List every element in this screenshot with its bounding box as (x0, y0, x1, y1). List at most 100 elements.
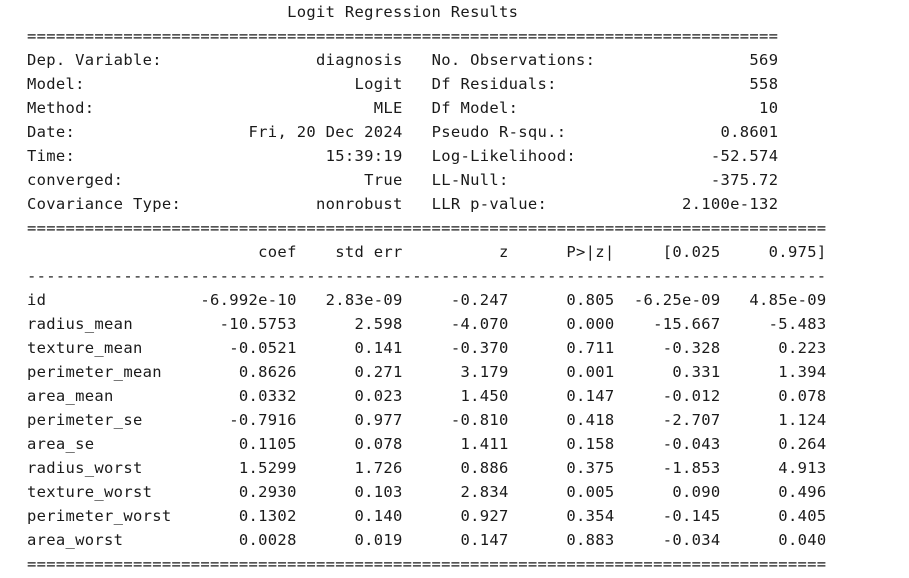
value-cell: 0.883 (508, 531, 615, 549)
summary-left-label: Method: (27, 99, 230, 117)
value-cell: 0.001 (508, 363, 615, 381)
variable-name-cell: area_se (27, 435, 191, 453)
table-row: id -6.992e-10 2.83e-09 -0.247 0.805 -6.2… (27, 288, 909, 312)
value-cell: 0.141 (296, 339, 403, 357)
summary-row: converged: True LL-Null: -375.72 (27, 168, 909, 192)
value-cell: 0.711 (508, 339, 615, 357)
value-cell: 0.405 (720, 507, 827, 525)
summary-row: Method: MLE Df Model: 10 (27, 96, 909, 120)
value-cell: 0.496 (720, 483, 827, 501)
value-cell: -1.853 (614, 459, 721, 477)
value-cell: -5.483 (720, 315, 827, 333)
summary-row: Model: Logit Df Residuals: 558 (27, 72, 909, 96)
value-cell: 4.85e-09 (720, 291, 827, 309)
value-cell: 0.005 (508, 483, 615, 501)
summary-left-label: Date: (27, 123, 230, 141)
variable-name-cell: radius_worst (27, 459, 191, 477)
coef-table-header: coef std err z P>|z| [0.025 0.975] (27, 240, 909, 264)
table-row: radius_worst 1.5299 1.726 0.886 0.375 -1… (27, 456, 909, 480)
value-cell: 2.834 (402, 483, 509, 501)
value-cell: 0.0332 (190, 387, 297, 405)
summary-left-label: Time: (27, 147, 230, 165)
value-cell: 3.179 (402, 363, 509, 381)
summary-right-label: LLR p-value: (431, 195, 634, 213)
value-cell: 0.805 (508, 291, 615, 309)
coef-header-cell: 0.975] (720, 243, 827, 261)
table-row: texture_mean -0.0521 0.141 -0.370 0.711 … (27, 336, 909, 360)
report-title-text: Logit Regression Results (287, 3, 519, 21)
summary-right-value: -375.72 (633, 171, 779, 189)
value-cell: -0.370 (402, 339, 509, 357)
table-row: perimeter_worst 0.1302 0.140 0.927 0.354… (27, 504, 909, 528)
coef-header-cell: P>|z| (508, 243, 615, 261)
value-cell: 0.158 (508, 435, 615, 453)
value-cell: 0.140 (296, 507, 403, 525)
value-cell: -2.707 (614, 411, 721, 429)
variable-name-cell: radius_mean (27, 315, 191, 333)
summary-right-label: Df Residuals: (431, 75, 634, 93)
value-cell: 0.8626 (190, 363, 297, 381)
value-cell: 0.2930 (190, 483, 297, 501)
table-row: texture_worst 0.2930 0.103 2.834 0.005 0… (27, 480, 909, 504)
table-row: area_worst 0.0028 0.019 0.147 0.883 -0.0… (27, 528, 909, 552)
value-cell: -10.5753 (190, 315, 297, 333)
summary-right-label: Df Model: (431, 99, 634, 117)
rule-double-mid: ========================================… (27, 219, 827, 237)
rule-dashed: ----------------------------------------… (27, 267, 827, 285)
summary-left-value: diagnosis (229, 51, 403, 69)
variable-name-cell: texture_mean (27, 339, 191, 357)
summary-right-label: No. Observations: (431, 51, 634, 69)
value-cell: 0.375 (508, 459, 615, 477)
coef-header-cell (27, 243, 191, 261)
rule-double-top: ========================================… (27, 27, 779, 45)
value-cell: 1.411 (402, 435, 509, 453)
value-cell: -0.247 (402, 291, 509, 309)
summary-right-label: Pseudo R-squ.: (431, 123, 634, 141)
summary-row: Time: 15:39:19 Log-Likelihood: -52.574 (27, 144, 909, 168)
value-cell: 2.598 (296, 315, 403, 333)
summary-left-value: MLE (229, 99, 403, 117)
value-cell: 0.354 (508, 507, 615, 525)
value-cell: 1.124 (720, 411, 827, 429)
variable-name-cell: perimeter_worst (27, 507, 191, 525)
summary-right-value: -52.574 (633, 147, 779, 165)
value-cell: -0.012 (614, 387, 721, 405)
value-cell: 0.023 (296, 387, 403, 405)
table-row: area_se 0.1105 0.078 1.411 0.158 -0.043 … (27, 432, 909, 456)
value-cell: -0.0521 (190, 339, 297, 357)
value-cell: -0.043 (614, 435, 721, 453)
value-cell: 1.726 (296, 459, 403, 477)
value-cell: 0.264 (720, 435, 827, 453)
value-cell: 0.1302 (190, 507, 297, 525)
value-cell: 2.83e-09 (296, 291, 403, 309)
value-cell: 0.147 (508, 387, 615, 405)
value-cell: 1.5299 (190, 459, 297, 477)
value-cell: -0.7916 (190, 411, 297, 429)
value-cell: 0.271 (296, 363, 403, 381)
value-cell: 0.147 (402, 531, 509, 549)
value-cell: -6.25e-09 (614, 291, 721, 309)
rule-double-bottom: ========================================… (27, 555, 827, 573)
table-row: perimeter_se -0.7916 0.977 -0.810 0.418 … (27, 408, 909, 432)
value-cell: 0.223 (720, 339, 827, 357)
value-cell: 0.019 (296, 531, 403, 549)
summary-right-label: LL-Null: (431, 171, 634, 189)
summary-right-value: 0.8601 (633, 123, 779, 141)
variable-name-cell: area_worst (27, 531, 191, 549)
summary-left-value: Logit (229, 75, 403, 93)
value-cell: 0.886 (402, 459, 509, 477)
value-cell: 0.078 (296, 435, 403, 453)
summary-row: Date: Fri, 20 Dec 2024 Pseudo R-squ.: 0.… (27, 120, 909, 144)
variable-name-cell: id (27, 291, 191, 309)
value-cell: -4.070 (402, 315, 509, 333)
summary-right-value: 10 (633, 99, 779, 117)
value-cell: 0.0028 (190, 531, 297, 549)
variable-name-cell: texture_worst (27, 483, 191, 501)
value-cell: 1.450 (402, 387, 509, 405)
summary-row: Covariance Type: nonrobust LLR p-value: … (27, 192, 909, 216)
coef-header-cell: std err (296, 243, 403, 261)
value-cell: 0.331 (614, 363, 721, 381)
coef-header-cell: coef (190, 243, 297, 261)
value-cell: -0.810 (402, 411, 509, 429)
